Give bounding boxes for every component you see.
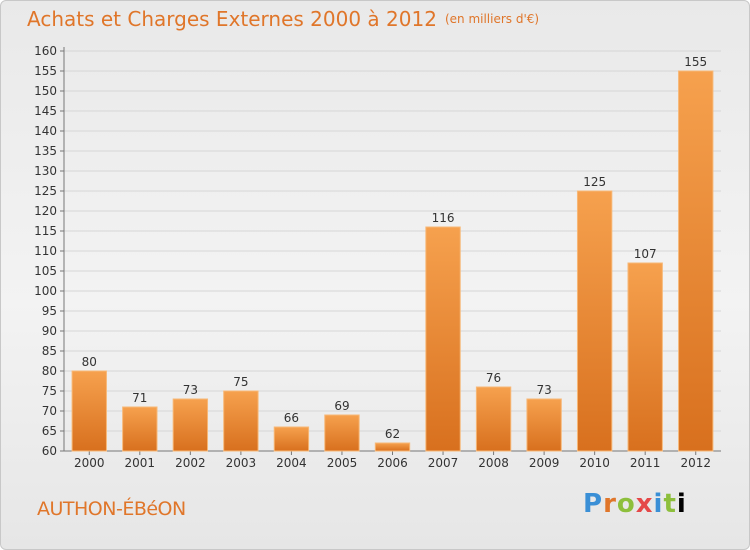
data-label-2009: 73 <box>536 383 551 397</box>
y-tick-label: 105 <box>34 264 57 278</box>
x-tick-label: 2006 <box>377 456 408 470</box>
y-tick-label: 95 <box>42 304 57 318</box>
x-tick-label: 2012 <box>680 456 711 470</box>
x-tick-label: 2002 <box>175 456 206 470</box>
data-label-2011: 107 <box>634 247 657 261</box>
data-label-2008: 76 <box>486 371 501 385</box>
x-tick-label: 2011 <box>630 456 661 470</box>
logo-letter: o <box>616 489 636 519</box>
data-label-2006: 62 <box>385 427 400 441</box>
logo-letter: r <box>603 489 617 519</box>
bar-2005 <box>324 414 360 452</box>
y-tick-label: 120 <box>34 204 57 218</box>
data-label-2012: 155 <box>684 55 707 69</box>
y-tick-label: 60 <box>42 444 57 458</box>
data-label-2000: 80 <box>82 355 97 369</box>
bar-2012 <box>678 70 714 452</box>
bar-2011 <box>627 262 663 452</box>
x-tick-label: 2009 <box>529 456 560 470</box>
data-label-2002: 73 <box>183 383 198 397</box>
y-tick-label: 135 <box>34 144 57 158</box>
y-tick-label: 70 <box>42 404 57 418</box>
data-label-2003: 75 <box>233 375 248 389</box>
y-tick-label: 115 <box>34 224 57 238</box>
y-tick-label: 65 <box>42 424 57 438</box>
y-tick-label: 145 <box>34 104 57 118</box>
logo-letter: P <box>583 489 604 519</box>
y-tick-label: 150 <box>34 84 57 98</box>
data-label-2001: 71 <box>132 391 147 405</box>
commune-name: AUTHON-ÉBéON <box>37 498 186 520</box>
data-label-2010: 125 <box>583 175 606 189</box>
x-tick-label: 2007 <box>428 456 459 470</box>
y-tick-label: 80 <box>42 364 57 378</box>
logo-letter: i <box>676 489 687 519</box>
bar-2007 <box>425 226 461 452</box>
bar-2009 <box>526 398 562 452</box>
y-tick-label: 90 <box>42 324 57 338</box>
y-tick-label: 160 <box>34 44 57 58</box>
bar-2001 <box>122 406 158 452</box>
y-tick-label: 125 <box>34 184 57 198</box>
logo-letter: x <box>635 489 654 519</box>
data-label-2007: 116 <box>432 211 455 225</box>
bars <box>71 70 714 452</box>
chart-unit: (en milliers d'€) <box>444 12 540 26</box>
x-tick-label: 2010 <box>579 456 610 470</box>
y-tick-label: 75 <box>42 384 57 398</box>
y-tick-label: 155 <box>34 64 57 78</box>
data-labels: 80 71 73 75 66 69 62 116 76 73 125 107 155 <box>82 55 708 441</box>
data-label-2004: 66 <box>284 411 299 425</box>
bar-2004 <box>273 426 310 452</box>
bar-2000 <box>71 370 107 452</box>
y-tick-label: 100 <box>34 284 57 298</box>
x-tick-label: 2005 <box>327 456 358 470</box>
bar-2006 <box>374 442 411 452</box>
bar-2008 <box>475 386 512 452</box>
proxiti-logo: Proxiti <box>583 489 687 519</box>
y-tick-label: 130 <box>34 164 57 178</box>
bar-2003 <box>223 390 259 452</box>
y-tick-label: 140 <box>34 124 57 138</box>
y-tick-label: 110 <box>34 244 57 258</box>
x-tick-label: 2003 <box>226 456 257 470</box>
bar-2010 <box>576 190 613 452</box>
logo-letter: i <box>653 489 664 519</box>
bar-2002 <box>172 398 209 452</box>
grid-lines <box>64 50 721 452</box>
x-tick-label: 2001 <box>125 456 156 470</box>
axes: 60 65 70 75 80 85 90 95 100 105 110 115 120 125 130 135… <box>34 44 721 470</box>
logo-letter: t <box>663 489 677 519</box>
y-tick-label: 85 <box>42 344 57 358</box>
x-tick-label: 2008 <box>478 456 509 470</box>
x-tick-label: 2004 <box>276 456 307 470</box>
chart-title: Achats et Charges Externes 2000 à 2012 (e… <box>27 7 539 31</box>
data-label-2005: 69 <box>334 399 349 413</box>
x-tick-label: 2000 <box>74 456 105 470</box>
chart-title-text: Achats et Charges Externes 2000 à 2012 <box>27 7 437 31</box>
